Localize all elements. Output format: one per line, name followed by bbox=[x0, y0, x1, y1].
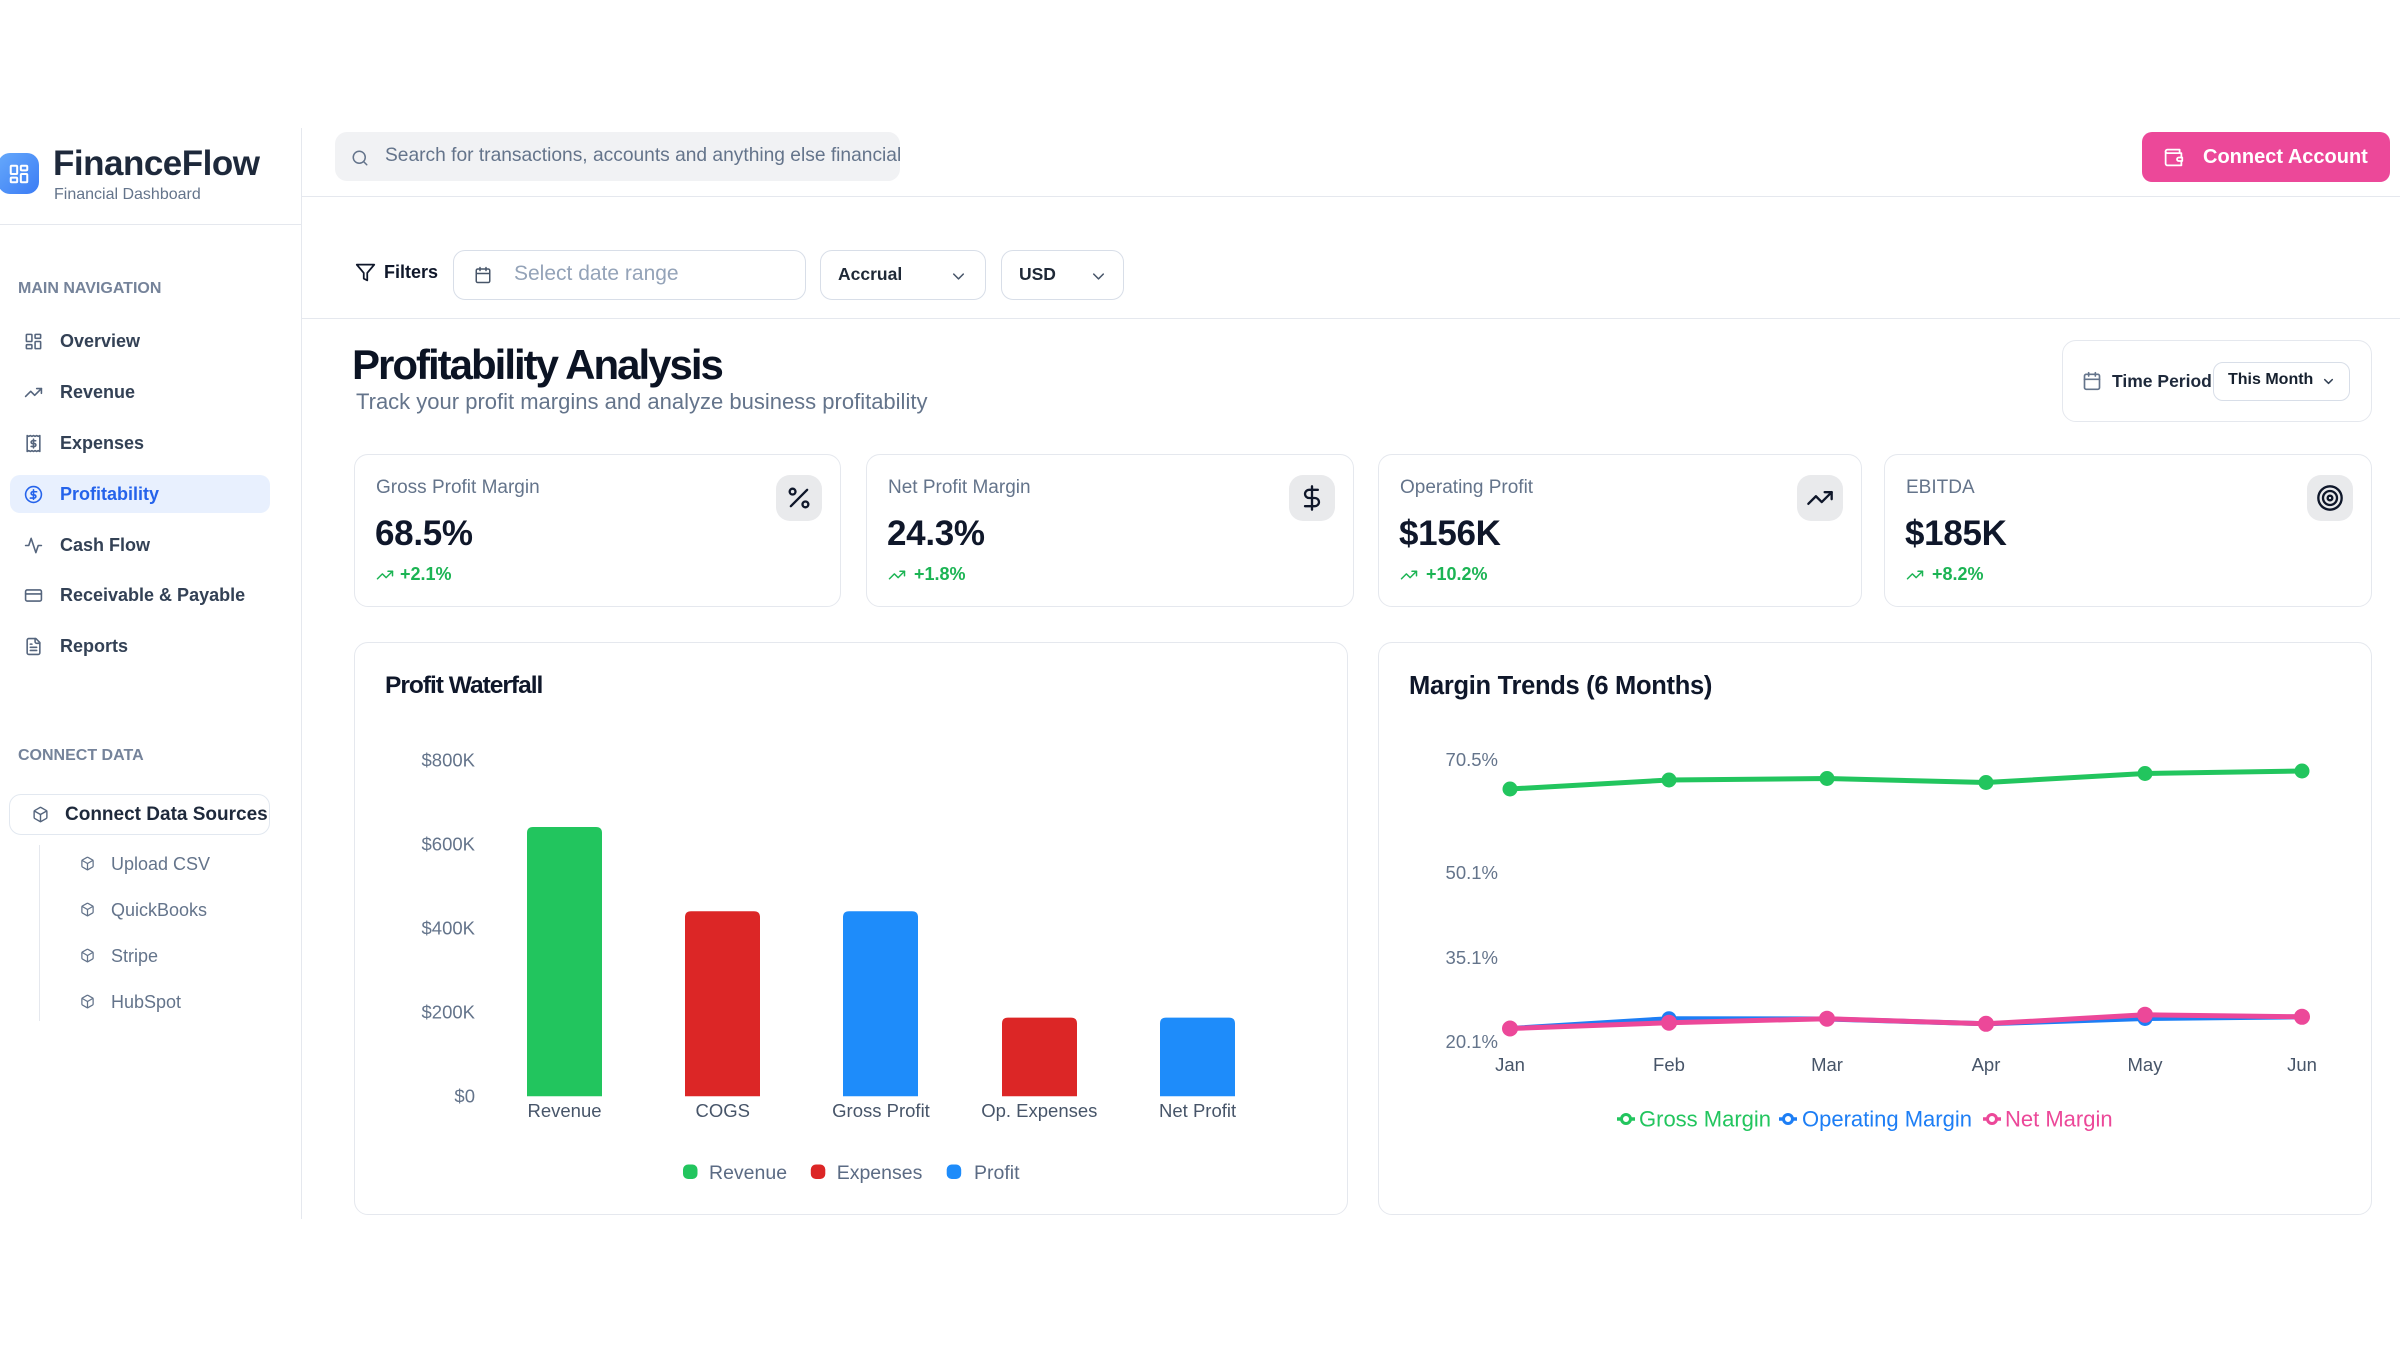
svg-text:Feb: Feb bbox=[1653, 1054, 1685, 1075]
svg-text:Profit: Profit bbox=[974, 1162, 1020, 1184]
svg-text:Gross Profit: Gross Profit bbox=[832, 1100, 930, 1121]
svg-text:Net Margin: Net Margin bbox=[2005, 1107, 2113, 1132]
svg-text:COGS: COGS bbox=[696, 1100, 750, 1121]
svg-text:50.1%: 50.1% bbox=[1446, 862, 1498, 883]
svg-text:Apr: Apr bbox=[1972, 1054, 2001, 1075]
svg-text:Op. Expenses: Op. Expenses bbox=[981, 1100, 1097, 1121]
svg-text:$0: $0 bbox=[454, 1086, 475, 1107]
svg-text:Jun: Jun bbox=[2287, 1054, 2317, 1075]
svg-text:35.1%: 35.1% bbox=[1446, 947, 1498, 968]
svg-text:Mar: Mar bbox=[1811, 1054, 1843, 1075]
svg-text:Net Profit: Net Profit bbox=[1159, 1100, 1236, 1121]
svg-text:Jan: Jan bbox=[1495, 1054, 1525, 1075]
svg-text:Revenue: Revenue bbox=[709, 1162, 787, 1184]
svg-text:$600K: $600K bbox=[422, 834, 476, 855]
svg-text:$800K: $800K bbox=[422, 750, 476, 771]
svg-text:Expenses: Expenses bbox=[837, 1162, 923, 1184]
svg-text:May: May bbox=[2128, 1054, 2164, 1075]
svg-text:20.1%: 20.1% bbox=[1446, 1031, 1498, 1052]
svg-text:Operating Margin: Operating Margin bbox=[1802, 1107, 1972, 1132]
svg-text:Revenue: Revenue bbox=[527, 1100, 601, 1121]
svg-text:$200K: $200K bbox=[422, 1002, 476, 1023]
svg-text:$400K: $400K bbox=[422, 918, 476, 939]
svg-text:70.5%: 70.5% bbox=[1446, 749, 1498, 770]
svg-text:Gross Margin: Gross Margin bbox=[1639, 1107, 1771, 1132]
